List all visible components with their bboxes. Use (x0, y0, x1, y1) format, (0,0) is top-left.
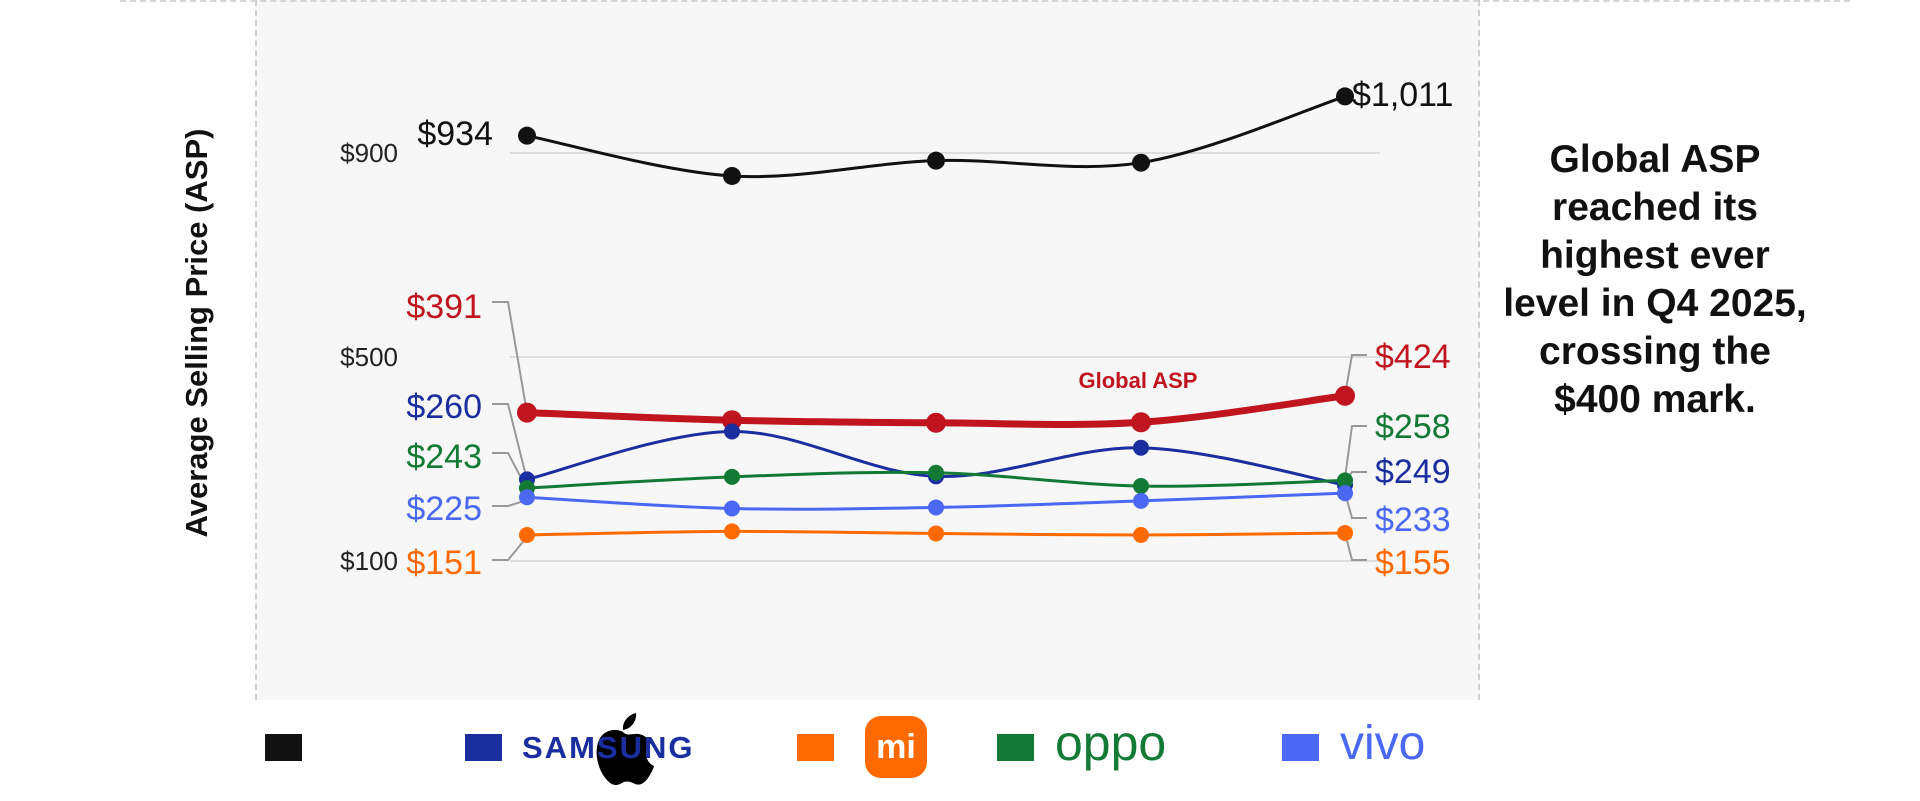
data-label-global-last: $424 (1375, 338, 1451, 376)
legend-swatch-xiaomi (797, 734, 834, 761)
leader-line (1344, 492, 1367, 519)
data-point-samsung (724, 423, 740, 440)
data-label-oppo-last: $258 (1375, 408, 1451, 446)
data-point-apple (927, 151, 945, 170)
top-divider (120, 0, 1850, 2)
data-label-vivo-first: $225 (406, 490, 482, 528)
data-point-apple (1336, 87, 1354, 106)
data-point-xiaomi (724, 523, 740, 540)
legend-swatch-vivo (1282, 734, 1319, 761)
y-tick-label: $900 (340, 138, 398, 168)
data-label-apple-first: $934 (417, 115, 493, 153)
annotation-text: Global ASP reached its highest ever leve… (1503, 138, 1807, 421)
leader-line (492, 403, 528, 481)
data-label-oppo-first: $243 (406, 438, 482, 476)
data-point-oppo (724, 468, 740, 485)
legend-oppo-label: oppo (1055, 715, 1167, 771)
legend-xiaomi-logo: mi (865, 716, 927, 778)
data-label-xiaomi-last: $155 (1375, 544, 1451, 582)
data-point-xiaomi (519, 526, 535, 543)
data-point-vivo (1337, 485, 1353, 502)
data-label-global-first: $391 (406, 288, 482, 326)
data-point-xiaomi (1337, 524, 1353, 541)
data-point-global (517, 402, 537, 423)
y-tick-label: $500 (340, 342, 398, 372)
legend: SAMSUNG mi oppo vivo (260, 700, 1500, 785)
data-label-xiaomi-first: $151 (406, 544, 482, 582)
leader-line (492, 301, 528, 414)
data-point-apple (1132, 153, 1150, 172)
apple-logo-icon (596, 713, 654, 785)
legend-swatch-apple (265, 734, 302, 761)
chart-panel (255, 0, 1480, 700)
legend-swatch-samsung (465, 734, 502, 761)
data-point-oppo (1337, 472, 1353, 489)
legend-swatch-oppo (997, 734, 1034, 761)
data-point-xiaomi (1133, 526, 1149, 543)
data-point-oppo (928, 464, 944, 481)
data-point-vivo (928, 499, 944, 516)
data-point-xiaomi (928, 525, 944, 542)
data-label-samsung-first: $260 (406, 388, 482, 426)
data-point-global (1335, 385, 1355, 406)
leader-line (1344, 425, 1367, 479)
y-tick-label: $100 (340, 546, 398, 576)
leader-line (1344, 354, 1367, 396)
data-point-global (926, 412, 946, 433)
data-point-oppo (1133, 478, 1149, 495)
data-label-vivo-last: $233 (1375, 501, 1451, 539)
leader-line (492, 536, 528, 561)
legend-vivo-label: vivo (1340, 717, 1426, 770)
data-point-vivo (1133, 492, 1149, 509)
data-point-apple (518, 126, 536, 145)
data-point-vivo (724, 500, 740, 517)
data-label-apple-last: $1,011 (1352, 76, 1453, 114)
legend-samsung-label: SAMSUNG (522, 730, 695, 765)
data-point-apple (723, 166, 741, 185)
left-divider (255, 0, 257, 700)
data-point-vivo (519, 489, 535, 506)
leader-line (1344, 532, 1367, 561)
data-label-samsung-last: $249 (1375, 453, 1451, 491)
data-point-global (1131, 412, 1151, 433)
series-name-label: Global ASP (1079, 368, 1198, 393)
data-point-samsung (1133, 439, 1149, 456)
right-divider (1478, 0, 1480, 700)
